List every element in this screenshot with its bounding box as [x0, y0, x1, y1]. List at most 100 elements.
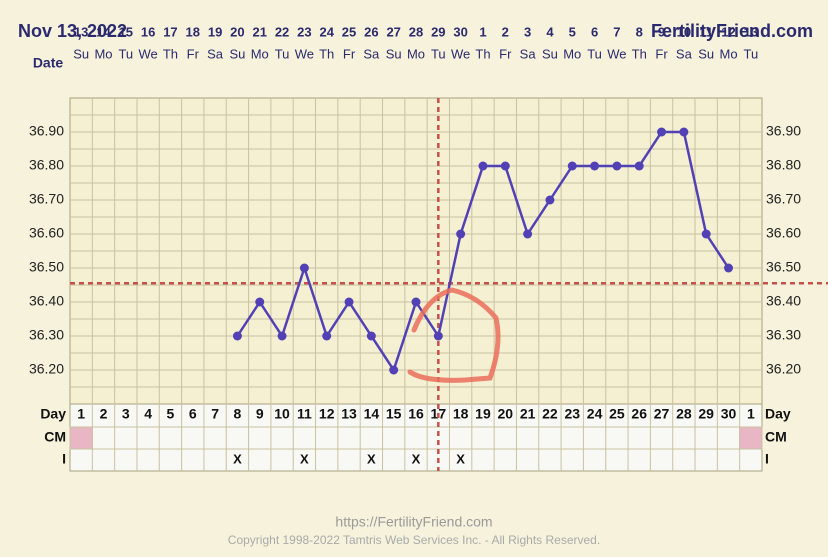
footer-copyright: Copyright 1998-2022 Tamtris Web Services…	[228, 533, 600, 547]
temperature-point	[322, 331, 332, 341]
date-label: 10	[677, 24, 691, 39]
day-label: 24	[587, 406, 603, 422]
weekday-label: Tu	[118, 46, 133, 61]
y-tick-label: 36.50	[29, 259, 64, 275]
day-label: 14	[364, 406, 380, 422]
date-label: 26	[364, 24, 378, 39]
day-label: 9	[256, 406, 264, 422]
footer-url: https://FertilityFriend.com	[335, 514, 492, 530]
day-label: 1	[77, 406, 85, 422]
weekday-label: Sa	[676, 46, 693, 61]
weekday-label: Mo	[251, 46, 269, 61]
day-label: 20	[498, 406, 514, 422]
temperature-point	[679, 127, 689, 137]
y-tick-label: 36.70	[766, 191, 801, 207]
weekday-label: We	[138, 46, 157, 61]
day-label: 5	[167, 406, 175, 422]
weekday-label: Mo	[563, 46, 581, 61]
temperature-point	[634, 161, 644, 171]
weekday-label: We	[451, 46, 470, 61]
row-label: Day	[765, 406, 791, 422]
weekday-label: Fr	[343, 46, 356, 61]
date-label: 30	[453, 24, 467, 39]
date-label: 7	[613, 24, 620, 39]
weekday-label: Mo	[719, 46, 737, 61]
y-tick-label: 36.70	[29, 191, 64, 207]
y-tick-label: 36.90	[29, 123, 64, 139]
day-label: 28	[676, 406, 692, 422]
weekday-label: Tu	[275, 46, 290, 61]
day-label: 8	[234, 406, 242, 422]
y-tick-label: 36.20	[29, 361, 64, 377]
y-tick-label: 36.30	[29, 327, 64, 343]
date-label: 11	[699, 24, 713, 39]
row-label: I	[765, 451, 769, 467]
y-tick-label: 36.80	[29, 157, 64, 173]
date-label: 18	[186, 24, 200, 39]
temperature-point	[232, 331, 242, 341]
day-label: 30	[721, 406, 737, 422]
weekday-label: Sa	[363, 46, 380, 61]
temperature-point	[523, 229, 533, 239]
weekday-label: Su	[73, 46, 89, 61]
date-label: 3	[524, 24, 531, 39]
date-label: 16	[141, 24, 155, 39]
temperature-point	[657, 127, 667, 137]
day-label: 23	[564, 406, 580, 422]
temperature-point	[724, 263, 734, 273]
day-label: 21	[520, 406, 536, 422]
weekday-label: Th	[163, 46, 178, 61]
hand-drawn-circle	[407, 287, 501, 383]
date-label: 8	[636, 24, 643, 39]
date-label: 29	[431, 24, 445, 39]
intercourse-mark: X	[300, 451, 309, 466]
temperature-point	[545, 195, 555, 205]
temperature-point	[255, 297, 265, 307]
day-label: 19	[475, 406, 491, 422]
day-label: 11	[297, 406, 312, 422]
date-label: 27	[386, 24, 400, 39]
date-label: 13	[744, 24, 758, 39]
temperature-point	[277, 331, 287, 341]
date-label: 21	[253, 24, 267, 39]
y-tick-label: 36.60	[29, 225, 64, 241]
day-label: 6	[189, 406, 197, 422]
temperature-point	[344, 297, 354, 307]
day-label: 18	[453, 406, 469, 422]
weekday-label: Fr	[187, 46, 200, 61]
date-label: 13	[74, 24, 88, 39]
date-label: 2	[502, 24, 509, 39]
date-label: 28	[409, 24, 423, 39]
temperature-point	[612, 161, 622, 171]
temperature-point	[389, 365, 399, 375]
temperature-point	[366, 331, 376, 341]
day-label: 1	[747, 406, 755, 422]
y-tick-label: 36.30	[766, 327, 801, 343]
y-tick-label: 36.20	[766, 361, 801, 377]
weekday-label: Mo	[407, 46, 425, 61]
weekday-label: Su	[386, 46, 402, 61]
weekday-label: Fr	[499, 46, 512, 61]
cm-cell	[69, 426, 93, 450]
weekday-label: Tu	[431, 46, 446, 61]
temperature-point	[411, 297, 421, 307]
day-label: 2	[100, 406, 108, 422]
temperature-point	[433, 331, 443, 341]
date-label: 23	[297, 24, 311, 39]
temperature-point	[478, 161, 488, 171]
date-label: 24	[319, 24, 334, 39]
weekday-label: Mo	[94, 46, 112, 61]
date-label: 6	[591, 24, 598, 39]
cm-cell	[739, 426, 763, 450]
day-label: 22	[542, 406, 558, 422]
weekday-label: Sa	[207, 46, 224, 61]
date-label: 15	[119, 24, 133, 39]
temperature-point	[456, 229, 466, 239]
chart-date: Nov 13, 2022	[18, 21, 127, 41]
weekday-label: Su	[542, 46, 558, 61]
y-tick-label: 36.60	[766, 225, 801, 241]
temperature-point	[567, 161, 577, 171]
temperature-point	[701, 229, 711, 239]
site-name: FertilityFriend.com	[651, 21, 813, 41]
